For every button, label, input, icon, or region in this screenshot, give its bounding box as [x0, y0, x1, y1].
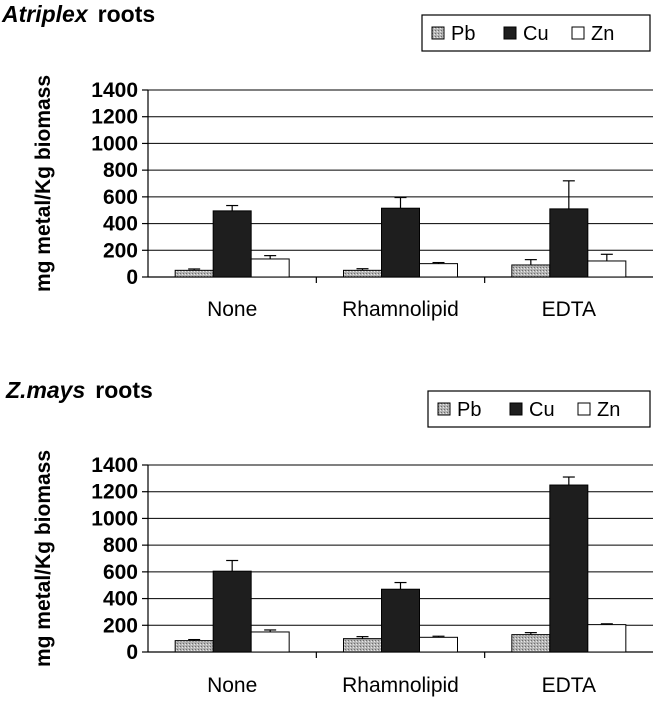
zmays-ytick-label: 1000 [91, 507, 138, 530]
zmays-bar-pb-edta [511, 634, 551, 653]
zmays-roots-chart: Z.mays roots Pb Cu Zn 0 200 400 600 800 1000 1200 14… [5, 377, 653, 697]
atriplex-roots-chart: Atriplex roots Pb Cu Zn 0 200 400 600 800 1000 1200… [1, 1, 653, 321]
atriplex-bar-zn-none [250, 258, 290, 278]
atriplex-y-axis-label: mg metal/Kg biomass [32, 75, 55, 292]
atriplex-ytick-label: 1400 [91, 79, 138, 102]
atriplex-category-label-rhamnolipid: Rhamnolipid [342, 298, 459, 321]
atriplex-legend-swatch-zn [571, 26, 585, 40]
atriplex-legend-label-cu: Cu [523, 23, 549, 45]
atriplex-legend-label-zn: Zn [591, 23, 614, 45]
atriplex-chart-panel: Atriplex roots Pb Cu Zn 0 200 400 600 800 1000 1200… [0, 0, 658, 350]
atriplex-category-label-edta: EDTA [542, 298, 596, 321]
zmays-bar-pb-none [174, 640, 214, 653]
zmays-legend-box [427, 390, 651, 428]
atriplex-title-italic: Atriplex [1, 1, 89, 27]
zmays-bar-cu-none [212, 570, 252, 653]
atriplex-ytick-label: 200 [103, 239, 138, 262]
atriplex-ytick-label: 400 [103, 213, 138, 236]
zmays-ytick-label: 0 [126, 641, 138, 664]
atriplex-bar-cu-edta [549, 208, 589, 278]
atriplex-bar-pb-edta [511, 264, 551, 278]
zmays-ytick-label: 600 [103, 561, 138, 584]
atriplex-bar-pb-rhamnolipid [343, 269, 382, 278]
zmays-legend-label-zn: Zn [597, 399, 620, 421]
zmays-bar-zn-none [250, 631, 290, 653]
atriplex-ytick-label: 1000 [91, 132, 138, 155]
zmays-ytick-label: 1200 [91, 481, 138, 504]
zmays-legend-swatch-cu [509, 402, 523, 416]
zmays-bar-pb-rhamnolipid [343, 638, 382, 653]
atriplex-ytick-label: 800 [103, 159, 138, 182]
zmays-category-label-rhamnolipid: Rhamnolipid [342, 674, 459, 697]
zmays-bar-cu-rhamnolipid [381, 588, 420, 653]
atriplex-legend-box [421, 14, 651, 52]
zmays-ytick-label: 200 [103, 614, 138, 637]
atriplex-title-rest: roots [98, 1, 156, 27]
zmays-bar-zn-rhamnolipid [419, 636, 458, 653]
zmays-chart-title: Z.mays roots [5, 377, 153, 403]
zmays-legend-swatch-zn [577, 402, 591, 416]
atriplex-bar-cu-none [212, 210, 252, 278]
zmays-legend-label-pb: Pb [457, 399, 481, 421]
zmays-title-italic: Z.mays [5, 377, 85, 403]
zmays-category-label-edta: EDTA [542, 674, 596, 697]
zmays-y-axis-label: mg metal/Kg biomass [32, 450, 55, 667]
atriplex-legend: Pb Cu Zn [421, 14, 651, 52]
zmays-legend-swatch-pb [437, 402, 451, 416]
atriplex-legend-swatch-pb [431, 26, 445, 40]
zmays-legend: Pb Cu Zn [427, 390, 651, 428]
atriplex-bar-cu-rhamnolipid [381, 207, 420, 278]
atriplex-ytick-label: 0 [126, 266, 138, 289]
atriplex-bar-zn-rhamnolipid [419, 263, 458, 278]
atriplex-bar-zn-edta [587, 260, 627, 278]
atriplex-bar-pb-none [174, 269, 214, 278]
zmays-chart-panel: Z.mays roots Pb Cu Zn 0 200 400 600 800 1000 1200 14… [0, 370, 658, 720]
zmays-bar-zn-edta [587, 624, 627, 653]
zmays-category-label-none: None [207, 674, 257, 697]
zmays-ytick-label: 800 [103, 534, 138, 557]
atriplex-legend-label-pb: Pb [451, 23, 475, 45]
zmays-bar-cu-edta [549, 484, 589, 653]
atriplex-ytick-label: 600 [103, 186, 138, 209]
atriplex-ytick-label: 1200 [91, 106, 138, 129]
zmays-title-rest: roots [95, 377, 153, 403]
atriplex-legend-swatch-cu [503, 26, 517, 40]
zmays-ytick-label: 1400 [91, 454, 138, 477]
zmays-legend-label-cu: Cu [529, 399, 555, 421]
atriplex-category-label-none: None [207, 298, 257, 321]
zmays-ytick-label: 400 [103, 588, 138, 611]
atriplex-chart-title: Atriplex roots [1, 1, 155, 27]
